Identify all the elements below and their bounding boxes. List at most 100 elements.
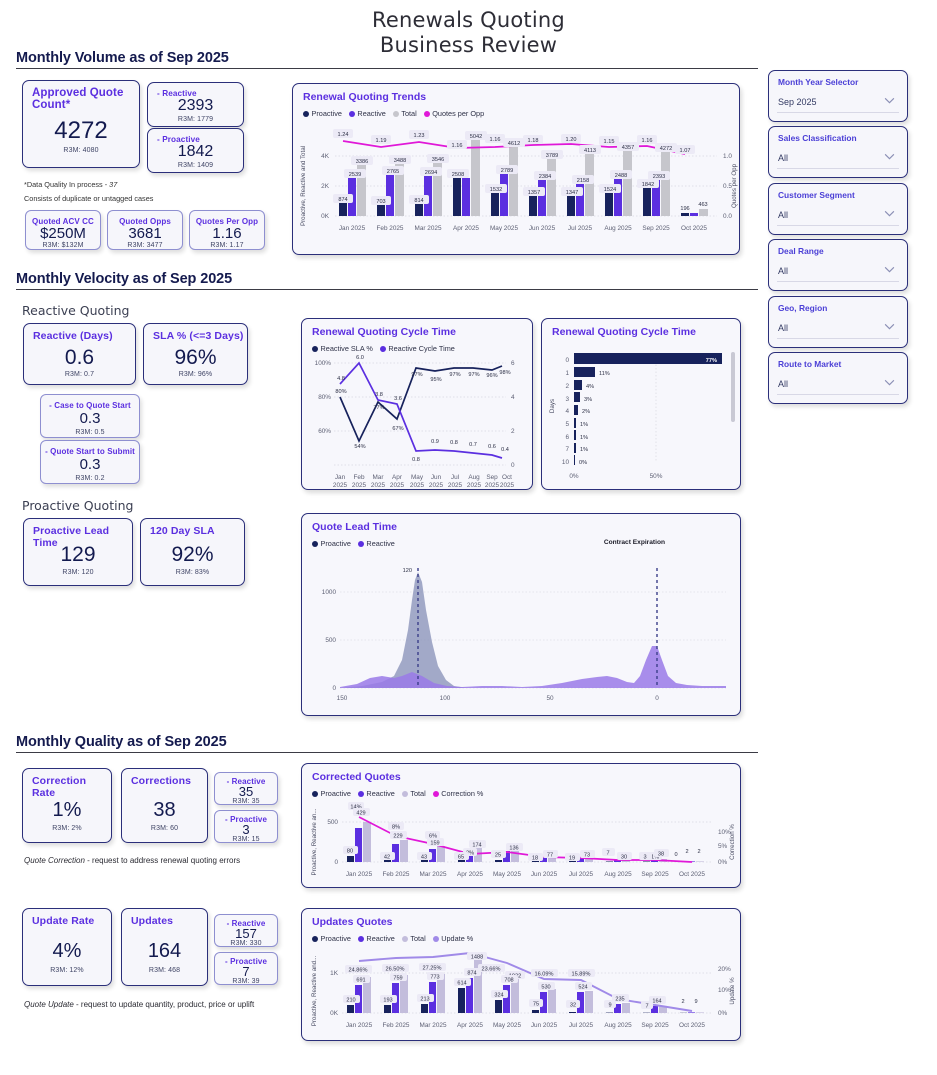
svg-text:Proactive, Reactive an...: Proactive, Reactive an... xyxy=(311,808,318,875)
chart-renewal-quoting-trends: Renewal Quoting Trends Proactive Reactiv… xyxy=(292,83,740,255)
svg-text:0.8: 0.8 xyxy=(412,457,420,463)
svg-text:24.86%: 24.86% xyxy=(349,968,368,974)
svg-text:0%: 0% xyxy=(569,473,579,480)
svg-text:67%: 67% xyxy=(392,426,403,432)
kpi-sla-percent: SLA % (<=3 Days) 96% R3M: 96% xyxy=(143,323,248,385)
svg-text:3%: 3% xyxy=(584,397,592,403)
kpi-update-rate: Update Rate 4% R3M: 12% xyxy=(22,908,112,986)
filter-customer-segment[interactable]: Customer Segment All xyxy=(768,183,908,235)
filter-geo-region[interactable]: Geo, Region All xyxy=(768,296,908,348)
legend-dot-icon xyxy=(312,935,318,942)
svg-text:Oct: Oct xyxy=(502,474,512,481)
kpi-label: Quoted Opps xyxy=(119,217,171,226)
note-desc: - request to update quantity, product, p… xyxy=(73,1000,255,1009)
svg-text:3789: 3789 xyxy=(546,153,558,159)
filter-route-to-market[interactable]: Route to Market All xyxy=(768,352,908,404)
svg-text:4%: 4% xyxy=(586,384,594,390)
svg-text:Jun 2025: Jun 2025 xyxy=(529,225,556,232)
kpi-r3m: R3M: 60 xyxy=(150,825,179,832)
svg-text:2: 2 xyxy=(697,849,700,855)
svg-text:1347: 1347 xyxy=(566,190,578,196)
kpi-reactive: - Reactive 2393 R3M: 1779 xyxy=(147,82,244,127)
chevron-down-icon[interactable] xyxy=(884,323,895,330)
kpi-r3m: R3M: 39 xyxy=(232,978,260,985)
svg-text:8%: 8% xyxy=(392,825,400,831)
chevron-down-icon[interactable] xyxy=(884,153,895,160)
legend-dot-icon xyxy=(312,345,318,352)
svg-text:43: 43 xyxy=(421,855,427,861)
svg-text:3546: 3546 xyxy=(432,157,444,163)
kpi-case-to-quote-start: - Case to Quote Start 0.3 R3M: 0.5 xyxy=(40,394,140,438)
kpi-r3m: R3M: 2% xyxy=(52,825,82,832)
svg-text:691: 691 xyxy=(356,978,365,984)
svg-text:Days: Days xyxy=(549,399,556,413)
kpi-value: 1% xyxy=(52,799,82,821)
svg-text:97%: 97% xyxy=(468,372,479,378)
chart-renewal-quoting-cycle-time-bar: Renewal Quoting Cycle Time Days 0 1 2 3 xyxy=(541,318,741,490)
svg-text:1.23: 1.23 xyxy=(414,133,425,139)
svg-text:42: 42 xyxy=(384,855,390,861)
svg-text:2025: 2025 xyxy=(485,482,500,489)
cycle-time-plot: 100% 80% 60% 6 4 2 0 4.8 6.0 3.8 3.6 0.8… xyxy=(315,355,515,489)
svg-text:2384: 2384 xyxy=(539,174,551,180)
filter-month-year-selector[interactable]: Month Year Selector Sep 2025 xyxy=(768,70,908,122)
svg-text:100: 100 xyxy=(440,695,451,702)
svg-text:2508: 2508 xyxy=(452,172,464,178)
legend-item-reactive: Reactive xyxy=(357,934,395,943)
kpi-correction-rate: Correction Rate 1% R3M: 2% xyxy=(22,768,112,843)
svg-text:Jun 2025: Jun 2025 xyxy=(531,1022,558,1029)
note-data-quality: *Data Quality In process - 37 xyxy=(24,180,117,189)
svg-text:97%: 97% xyxy=(411,372,422,378)
chevron-down-icon[interactable] xyxy=(884,210,895,217)
svg-text:1532: 1532 xyxy=(490,187,502,193)
chart-title: Renewal Quoting Trends xyxy=(303,91,427,103)
kpi-r3m: R3M: 15 xyxy=(232,836,260,843)
svg-text:0: 0 xyxy=(332,685,336,692)
cycle-time-distribution-plot: Days 0 1 2 3 4 5 6 7 xyxy=(549,352,735,480)
kpi-label: Corrections xyxy=(131,775,192,787)
svg-text:4K: 4K xyxy=(321,153,330,160)
note-count: 37 xyxy=(109,180,118,189)
svg-text:5: 5 xyxy=(565,421,569,428)
kpi-value: 3 xyxy=(242,822,250,837)
svg-text:1357: 1357 xyxy=(528,190,540,196)
svg-text:4.8: 4.8 xyxy=(337,376,345,382)
legend-label: Total xyxy=(401,109,417,118)
chevron-down-icon[interactable] xyxy=(884,266,895,273)
filter-deal-range[interactable]: Deal Range All xyxy=(768,239,908,291)
svg-text:98%: 98% xyxy=(499,370,510,376)
divider-volume xyxy=(16,68,758,69)
svg-text:Mar 2025: Mar 2025 xyxy=(415,225,442,232)
kpi-r3m: R3M: 0.5 xyxy=(75,429,105,436)
filter-label: Deal Range xyxy=(778,246,824,256)
kpi-120-day-sla: 120 Day SLA 92% R3M: 83% xyxy=(140,518,245,586)
svg-text:2025: 2025 xyxy=(352,482,367,489)
svg-text:0: 0 xyxy=(511,462,515,469)
svg-text:759: 759 xyxy=(393,976,402,982)
chart-legend: Reactive SLA % Reactive Cycle Time xyxy=(312,344,455,353)
chevron-down-icon[interactable] xyxy=(884,97,895,104)
filter-sales-classification[interactable]: Sales Classification All xyxy=(768,126,908,178)
svg-text:Oct 2025: Oct 2025 xyxy=(679,871,705,878)
kpi-quoted-acv-cc: Quoted ACV CC $250M R3M: $132M xyxy=(25,210,101,250)
svg-text:500: 500 xyxy=(327,819,338,826)
legend-item-correction-pct: Correction % xyxy=(432,789,483,798)
kpi-r3m: R3M: 96% xyxy=(178,371,213,378)
legend-dot-icon xyxy=(401,790,408,797)
svg-text:38: 38 xyxy=(658,852,664,858)
kpi-corrections: Corrections 38 R3M: 60 xyxy=(121,768,208,843)
svg-text:75: 75 xyxy=(533,1002,539,1008)
svg-text:1488: 1488 xyxy=(471,955,483,961)
kpi-label: Approved Quote Count* xyxy=(32,87,124,111)
kpi-label: Quoted ACV CC xyxy=(32,217,94,226)
svg-text:Aug 2025: Aug 2025 xyxy=(604,225,632,232)
svg-text:2: 2 xyxy=(511,428,515,435)
chevron-down-icon[interactable] xyxy=(884,379,895,386)
filter-label: Customer Segment xyxy=(778,190,855,200)
svg-text:0K: 0K xyxy=(321,213,330,220)
svg-text:77: 77 xyxy=(547,853,553,859)
corrected-bars xyxy=(347,822,704,862)
reactive-area xyxy=(340,646,726,688)
note-duplicate-cases: Consists of duplicate or untagged cases xyxy=(24,194,154,203)
svg-text:874: 874 xyxy=(338,197,347,203)
